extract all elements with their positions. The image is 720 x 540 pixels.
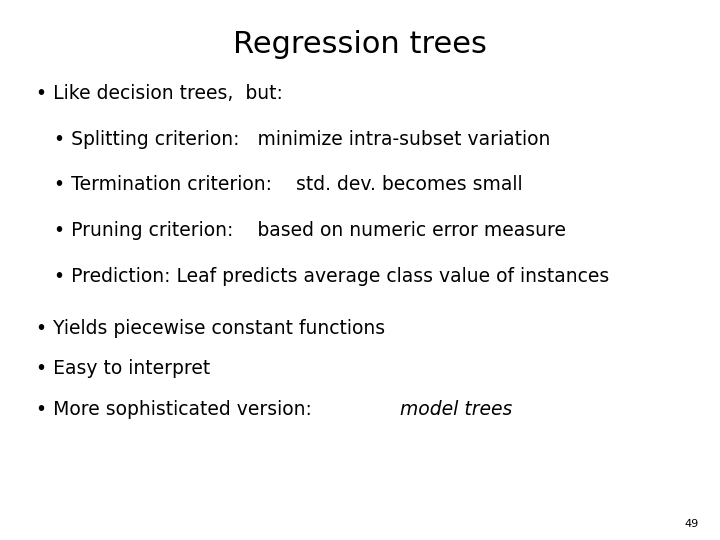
Text: • Yields piecewise constant functions: • Yields piecewise constant functions (36, 319, 385, 338)
Text: • More sophisticated version:: • More sophisticated version: (36, 400, 318, 419)
Text: • Easy to interpret: • Easy to interpret (36, 359, 210, 378)
Text: • Pruning criterion:    based on numeric error measure: • Pruning criterion: based on numeric er… (36, 221, 566, 240)
Text: model trees: model trees (400, 400, 512, 419)
Text: • Prediction: Leaf predicts average class value of instances: • Prediction: Leaf predicts average clas… (36, 267, 609, 286)
Text: 49: 49 (684, 519, 698, 529)
Text: • Termination criterion:    std. dev. becomes small: • Termination criterion: std. dev. becom… (36, 176, 523, 194)
Text: • Like decision trees,  but:: • Like decision trees, but: (36, 84, 283, 103)
Text: Regression trees: Regression trees (233, 30, 487, 59)
Text: • Splitting criterion:   minimize intra-subset variation: • Splitting criterion: minimize intra-su… (36, 130, 550, 148)
